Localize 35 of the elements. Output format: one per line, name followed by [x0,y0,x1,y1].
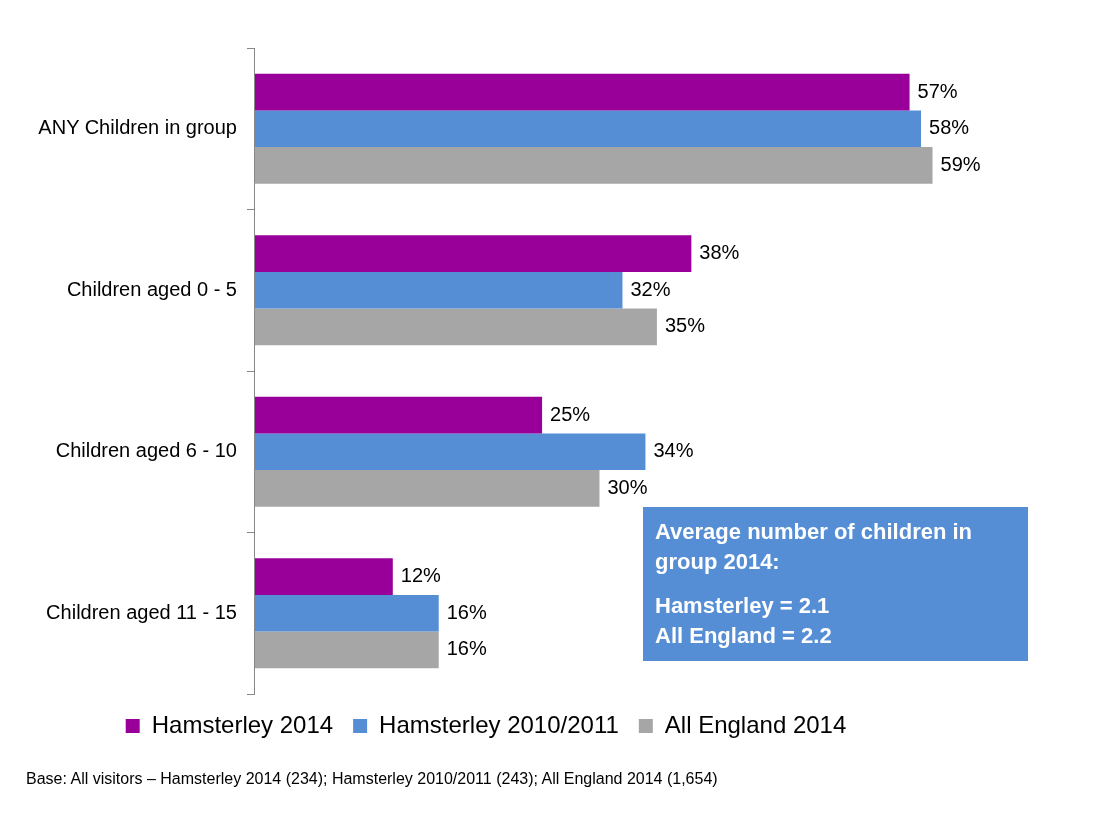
y-tick-label: ANY Children in group [38,116,237,139]
bar [254,271,623,309]
data-label: 32% [630,277,671,300]
y-tick-label: Children aged 6 - 10 [55,439,237,462]
bar [254,396,543,434]
data-label: 34% [653,439,694,462]
annotation: Hamsterley = 2.1 [655,592,831,620]
bar [254,558,393,595]
data-label: 12% [400,564,442,587]
data-label: 59% [940,152,981,175]
bar [254,631,439,669]
bar [254,235,692,272]
data-label: 16% [446,637,487,660]
bar [254,73,910,111]
data-label: 16% [446,600,487,623]
data-label: 38% [699,241,740,264]
data-label: 25% [550,402,591,425]
data-label: 58% [929,116,970,139]
legend-label: All England 2014 [664,710,847,738]
legend-label: Hamsterley 2010/2011 [379,710,619,738]
data-label: 35% [664,314,706,337]
bar [254,594,439,632]
annotation: Average number of children in group 2014: [655,518,974,576]
bar [254,147,933,184]
bar [254,308,657,346]
data-label: 57% [917,79,958,102]
bar [254,433,646,471]
y-tick-label: Children aged 11 - 15 [46,600,237,623]
data-label: 30% [607,475,648,498]
y-tick-label: Children aged 0 - 5 [66,277,237,300]
text: Base: All visitors – Hamsterley 2014 (234); Hamsterley 2010/2011 (243); All England 2014 (1,654) [25,769,719,788]
bar [254,470,600,507]
legend-label: Hamsterley 2014 [151,710,334,738]
annotation: All England = 2.2 [655,622,833,650]
bar [254,110,922,148]
